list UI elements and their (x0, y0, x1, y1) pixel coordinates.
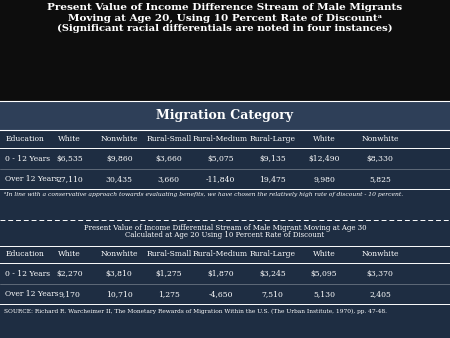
Text: White: White (58, 135, 81, 143)
Text: $3,660: $3,660 (155, 155, 182, 163)
Text: Education: Education (5, 135, 44, 143)
Text: 19,475: 19,475 (259, 175, 286, 183)
FancyBboxPatch shape (0, 101, 450, 130)
Text: Education: Education (5, 249, 44, 258)
Text: -4,650: -4,650 (208, 290, 233, 298)
Text: 5,130: 5,130 (313, 290, 335, 298)
Text: Nonwhite: Nonwhite (361, 249, 399, 258)
Text: Present Value of Income Differential Stream of Male Migrant Moving at Age 30: Present Value of Income Differential Str… (84, 224, 366, 232)
FancyBboxPatch shape (0, 0, 450, 103)
Text: Calculated at Age 20 Using 10 Percent Rate of Discount: Calculated at Age 20 Using 10 Percent Ra… (126, 231, 324, 239)
Text: $1,275: $1,275 (155, 270, 182, 278)
Text: White: White (58, 249, 81, 258)
Text: Over 12 Years: Over 12 Years (5, 175, 59, 183)
Text: 0 - 12 Years: 0 - 12 Years (5, 155, 50, 163)
Text: $5,095: $5,095 (310, 270, 338, 278)
FancyBboxPatch shape (0, 189, 450, 221)
Text: 5,825: 5,825 (369, 175, 391, 183)
FancyBboxPatch shape (0, 130, 450, 221)
Text: $2,270: $2,270 (56, 270, 83, 278)
FancyBboxPatch shape (0, 246, 450, 316)
Text: Moving at Age 20, Using 10 Percent Rate of Discountᵃ: Moving at Age 20, Using 10 Percent Rate … (68, 14, 382, 23)
Text: $12,490: $12,490 (308, 155, 340, 163)
Text: Migration Category: Migration Category (157, 109, 293, 122)
Text: 10,710: 10,710 (106, 290, 133, 298)
Text: $1,870: $1,870 (207, 270, 234, 278)
Text: 9,980: 9,980 (313, 175, 335, 183)
Text: 9,170: 9,170 (59, 290, 81, 298)
FancyBboxPatch shape (0, 221, 450, 247)
Text: $9,860: $9,860 (106, 155, 133, 163)
Text: Rural-Large: Rural-Large (249, 249, 295, 258)
Text: Rural-Small: Rural-Small (146, 249, 191, 258)
Text: Nonwhite: Nonwhite (100, 249, 138, 258)
Text: -11,840: -11,840 (206, 175, 235, 183)
Text: Present Value of Income Difference Stream of Male Migrants: Present Value of Income Difference Strea… (47, 3, 403, 13)
Text: $3,370: $3,370 (367, 270, 394, 278)
Text: Rural-Large: Rural-Large (249, 135, 295, 143)
Text: $5,075: $5,075 (207, 155, 234, 163)
Text: 3,660: 3,660 (158, 175, 180, 183)
FancyBboxPatch shape (0, 304, 450, 338)
Text: Over 12 Years: Over 12 Years (5, 290, 59, 298)
Text: 30,435: 30,435 (106, 175, 133, 183)
Text: White: White (313, 249, 335, 258)
Text: $8,330: $8,330 (367, 155, 394, 163)
Text: Rural-Medium: Rural-Medium (193, 249, 248, 258)
Text: SOURCE: Richard R. Warcheimer II, The Monetary Rewards of Migration Within the U: SOURCE: Richard R. Warcheimer II, The Mo… (4, 308, 387, 314)
Text: $3,810: $3,810 (106, 270, 133, 278)
Text: White: White (313, 135, 335, 143)
Text: Rural-Medium: Rural-Medium (193, 135, 248, 143)
Text: Rural-Small: Rural-Small (146, 135, 191, 143)
Text: Nonwhite: Nonwhite (361, 135, 399, 143)
Text: (Significant racial differentials are noted in four instances): (Significant racial differentials are no… (57, 24, 393, 33)
Text: $3,245: $3,245 (259, 270, 286, 278)
Text: 2,405: 2,405 (369, 290, 391, 298)
Text: Nonwhite: Nonwhite (100, 135, 138, 143)
Text: $6,535: $6,535 (56, 155, 83, 163)
Text: $9,135: $9,135 (259, 155, 286, 163)
Text: 0 - 12 Years: 0 - 12 Years (5, 270, 50, 278)
Text: 27,110: 27,110 (56, 175, 83, 183)
Text: 1,275: 1,275 (158, 290, 180, 298)
Text: ᵃIn line with a conservative approach towards evaluating benefits, we have chose: ᵃIn line with a conservative approach to… (4, 192, 404, 197)
Text: 7,510: 7,510 (261, 290, 283, 298)
